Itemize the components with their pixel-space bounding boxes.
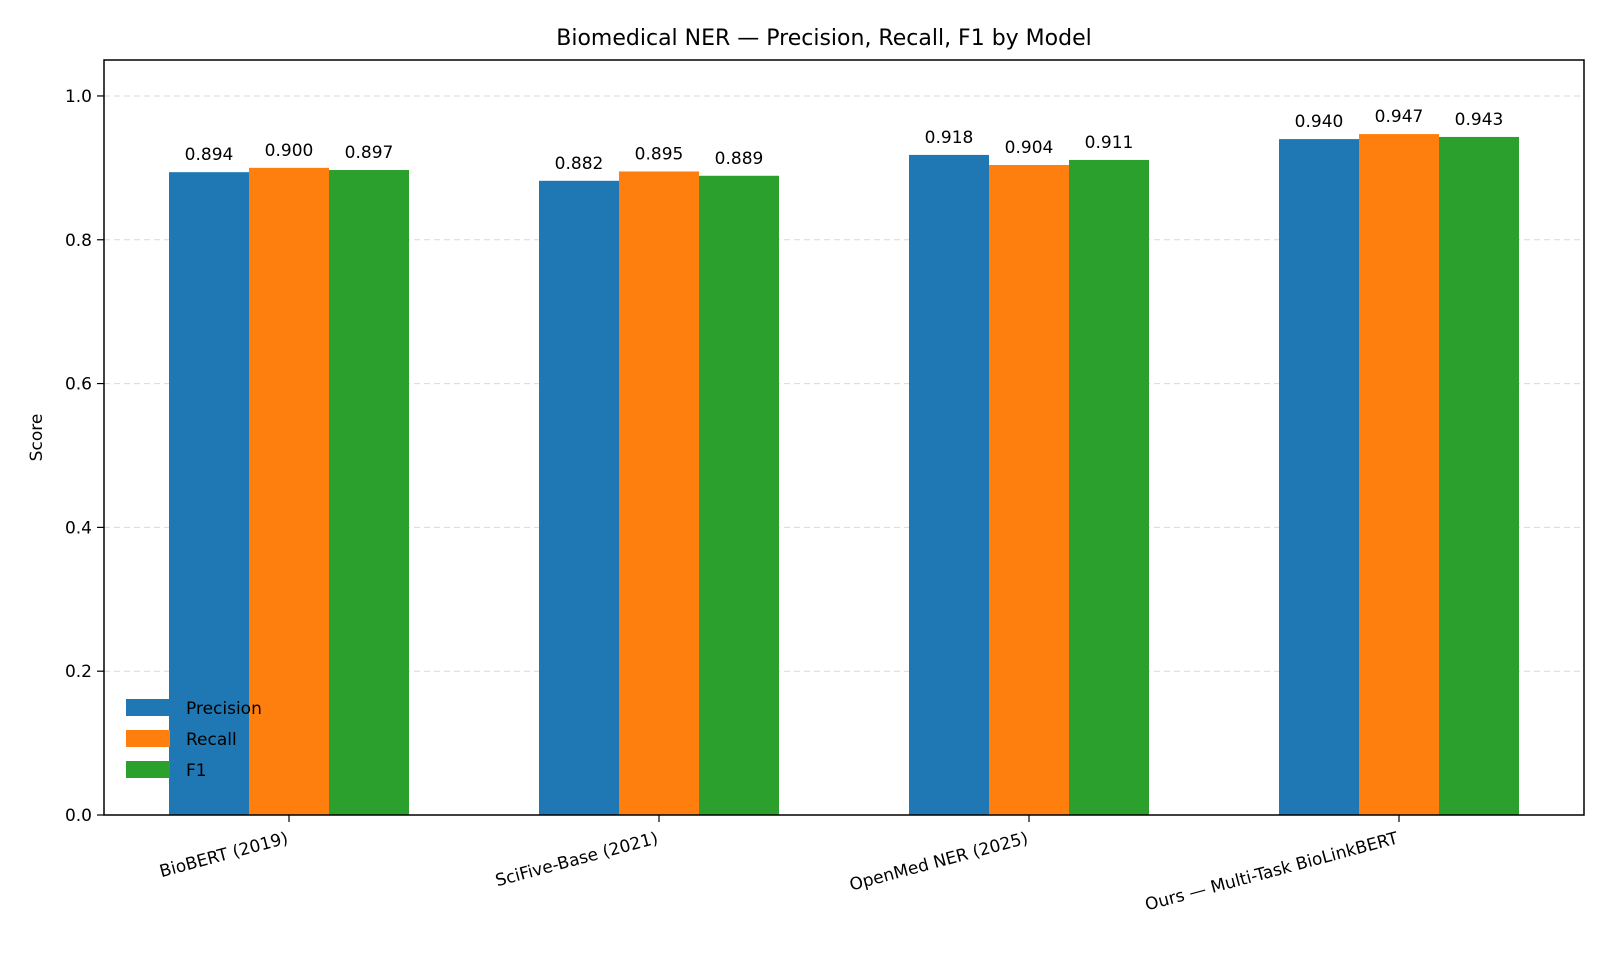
bars xyxy=(169,134,1519,816)
bar xyxy=(1279,139,1359,816)
bar-value-label: 0.911 xyxy=(1085,133,1134,153)
bar xyxy=(619,171,699,815)
bar xyxy=(539,180,619,816)
bar-value-label: 0.897 xyxy=(345,143,394,163)
x-tick-label: Ours — Multi-Task BioLinkBERT xyxy=(1143,828,1401,915)
bar-value-label: 0.894 xyxy=(185,145,234,165)
bar xyxy=(169,172,249,815)
bar xyxy=(989,164,1069,815)
chart-title: Biomedical NER — Precision, Recall, F1 b… xyxy=(556,26,1091,51)
legend-label: Recall xyxy=(186,730,237,750)
y-tick-label: 0.2 xyxy=(65,662,92,682)
bar-value-label: 0.889 xyxy=(715,149,764,169)
legend-swatch xyxy=(126,730,170,747)
bar-value-label: 0.943 xyxy=(1455,110,1504,130)
bar-value-labels: 0.894 0.900 0.897 0.882 0.895 0.889 0.918 0.904… xyxy=(185,107,1504,174)
x-axis: BioBERT (2019) SciFive-Base (2021) OpenMed… xyxy=(158,815,1401,915)
x-tick-label: SciFive-Base (2021) xyxy=(493,829,660,892)
y-axis-label: Score xyxy=(27,414,47,462)
y-tick-label: 0.0 xyxy=(65,806,92,826)
bar xyxy=(1439,136,1519,815)
bar xyxy=(1359,134,1439,816)
plot-frame xyxy=(103,59,1585,816)
bar-value-label: 0.947 xyxy=(1375,107,1424,127)
bar-value-label: 0.900 xyxy=(265,141,314,161)
x-tick-label: BioBERT (2019) xyxy=(158,829,291,883)
legend-label: F1 xyxy=(186,761,207,781)
bar-value-label: 0.904 xyxy=(1005,138,1054,158)
legend: Precision Recall F1 xyxy=(126,699,262,781)
bar xyxy=(249,167,329,815)
y-axis: 0.0 0.2 0.4 0.6 0.8 1.0 xyxy=(65,87,104,826)
y-tick-label: 0.8 xyxy=(65,231,92,251)
legend-label: Precision xyxy=(186,699,262,719)
bar xyxy=(1069,159,1149,815)
bar xyxy=(699,175,779,815)
y-tick-label: 0.4 xyxy=(65,518,92,538)
bar xyxy=(909,154,989,815)
y-tick-label: 1.0 xyxy=(65,87,92,107)
legend-swatch xyxy=(126,761,170,778)
x-tick-label: OpenMed NER (2025) xyxy=(847,829,1030,896)
legend-swatch xyxy=(126,699,170,716)
bar xyxy=(329,170,409,815)
y-tick-label: 0.6 xyxy=(65,375,92,395)
bar-value-label: 0.882 xyxy=(555,154,604,174)
bar-value-label: 0.940 xyxy=(1295,112,1344,132)
bar-value-label: 0.918 xyxy=(925,128,974,148)
bar-value-label: 0.895 xyxy=(635,144,684,164)
